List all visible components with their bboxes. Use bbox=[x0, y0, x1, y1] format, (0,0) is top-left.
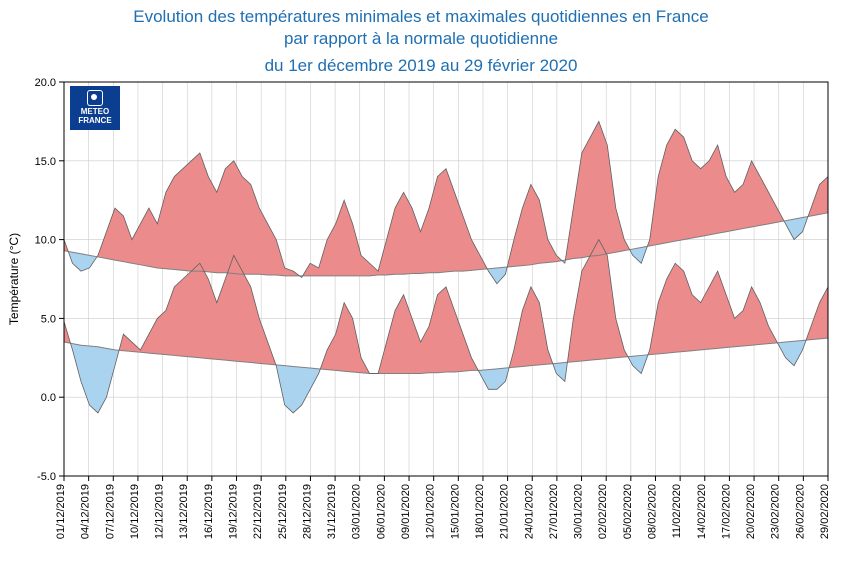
svg-text:27/01/2020: 27/01/2020 bbox=[548, 484, 560, 539]
svg-text:15.0: 15.0 bbox=[35, 156, 56, 168]
svg-text:12/01/2020: 12/01/2020 bbox=[425, 484, 437, 539]
temperature-anomaly-chart: -5.0 0.0 5.0 10.0 15.0 20.0 01/12/2019 04/12/20… bbox=[0, 76, 842, 566]
svg-text:07/12/2019: 07/12/2019 bbox=[104, 484, 116, 539]
svg-text:24/01/2020: 24/01/2020 bbox=[523, 484, 535, 539]
svg-text:13/12/2019: 13/12/2019 bbox=[178, 484, 190, 539]
svg-text:20.0: 20.0 bbox=[35, 77, 56, 89]
svg-text:31/12/2019: 31/12/2019 bbox=[326, 484, 338, 539]
meteo-france-logo: METEO FRANCE bbox=[70, 86, 120, 130]
svg-text:-5.0: -5.0 bbox=[37, 471, 56, 483]
logo-sun-icon bbox=[87, 90, 103, 106]
svg-text:14/02/2020: 14/02/2020 bbox=[696, 484, 708, 539]
logo-text-2: FRANCE bbox=[78, 117, 111, 126]
svg-text:03/01/2020: 03/01/2020 bbox=[351, 484, 363, 539]
svg-text:30/01/2020: 30/01/2020 bbox=[573, 484, 585, 539]
svg-text:10/12/2019: 10/12/2019 bbox=[129, 484, 141, 539]
svg-text:19/12/2019: 19/12/2019 bbox=[228, 484, 240, 539]
svg-text:17/02/2020: 17/02/2020 bbox=[720, 484, 732, 539]
svg-text:23/02/2020: 23/02/2020 bbox=[770, 484, 782, 539]
svg-text:21/01/2020: 21/01/2020 bbox=[499, 484, 511, 539]
svg-text:16/12/2019: 16/12/2019 bbox=[203, 484, 215, 539]
svg-text:29/02/2020: 29/02/2020 bbox=[819, 484, 831, 539]
svg-text:28/12/2019: 28/12/2019 bbox=[301, 484, 313, 539]
title-line-1: Evolution des températures minimales et … bbox=[0, 6, 842, 28]
svg-text:26/02/2020: 26/02/2020 bbox=[794, 484, 806, 539]
svg-text:10.0: 10.0 bbox=[35, 235, 56, 247]
title-line-2: par rapport à la normale quotidienne bbox=[0, 28, 842, 50]
svg-text:20/02/2020: 20/02/2020 bbox=[745, 484, 757, 539]
svg-text:15/01/2020: 15/01/2020 bbox=[449, 484, 461, 539]
title-subtitle: du 1er décembre 2019 au 29 février 2020 bbox=[0, 56, 842, 76]
svg-text:09/01/2020: 09/01/2020 bbox=[400, 484, 412, 539]
chart-title-block: Evolution des températures minimales et … bbox=[0, 0, 842, 76]
chart-area: -5.0 0.0 5.0 10.0 15.0 20.0 01/12/2019 04/12/20… bbox=[0, 76, 842, 566]
svg-text:22/12/2019: 22/12/2019 bbox=[252, 484, 264, 539]
svg-text:05/02/2020: 05/02/2020 bbox=[622, 484, 634, 539]
svg-text:08/02/2020: 08/02/2020 bbox=[646, 484, 658, 539]
svg-text:5.0: 5.0 bbox=[41, 314, 56, 326]
svg-text:Température (°C): Température (°C) bbox=[7, 233, 21, 325]
svg-text:25/12/2019: 25/12/2019 bbox=[277, 484, 289, 539]
svg-text:12/12/2019: 12/12/2019 bbox=[154, 484, 166, 539]
svg-text:04/12/2019: 04/12/2019 bbox=[80, 484, 92, 539]
svg-text:18/01/2020: 18/01/2020 bbox=[474, 484, 486, 539]
svg-text:0.0: 0.0 bbox=[41, 392, 56, 404]
svg-text:01/12/2019: 01/12/2019 bbox=[55, 484, 67, 539]
svg-text:06/01/2020: 06/01/2020 bbox=[375, 484, 387, 539]
svg-text:11/02/2020: 11/02/2020 bbox=[671, 484, 683, 538]
svg-text:02/02/2020: 02/02/2020 bbox=[597, 484, 609, 539]
